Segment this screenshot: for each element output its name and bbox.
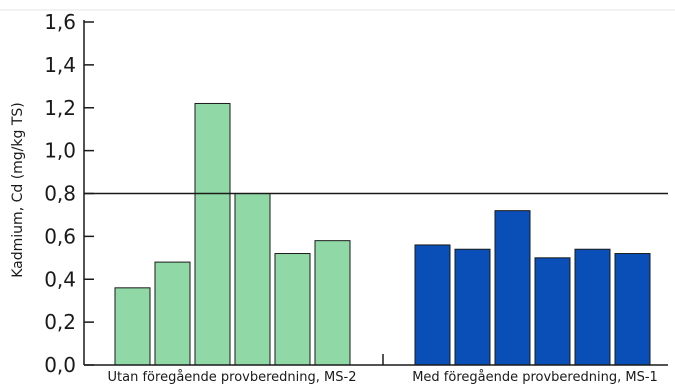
bar-ms1-5 [574,248,611,366]
bar-ms2-4 [234,193,271,366]
bar-ms1-1 [414,244,451,366]
bar-ms2-2 [154,261,191,366]
y-axis-title: Kadmium, Cd (mg/kg TS) [10,102,26,278]
bar-ms1-6 [614,253,651,366]
y-tick-label: 0,0 [44,353,76,377]
bar-ms1-2 [454,248,491,366]
x-axis [84,354,668,366]
y-tick-label: 0,2 [44,310,76,334]
bars [114,102,651,366]
y-axis: 0,0 0,2 0,4 0,6 0,8 1,0 1,2 1,4 1,6 [44,10,94,377]
bar-ms2-6 [314,240,351,366]
y-tick-label: 1,2 [44,96,76,120]
y-tick-label: 1,0 [44,139,76,163]
y-tick-label: 0,8 [44,182,76,206]
y-tick-label: 0,4 [44,267,76,291]
y-tick-label: 1,4 [44,53,76,77]
bar-ms1-3 [494,210,531,366]
bar-ms2-1 [114,287,151,366]
y-tick-label: 1,6 [44,10,76,34]
group-label-ms2: Utan föregående provberedning, MS-2 [108,370,357,385]
group-label-ms1: Med föregående provberedning, MS-1 [412,370,658,385]
bar-ms1-4 [534,257,571,366]
bar-ms2-5 [274,253,311,366]
y-tick-label: 0,6 [44,224,76,248]
bar-ms2-3 [194,102,231,366]
